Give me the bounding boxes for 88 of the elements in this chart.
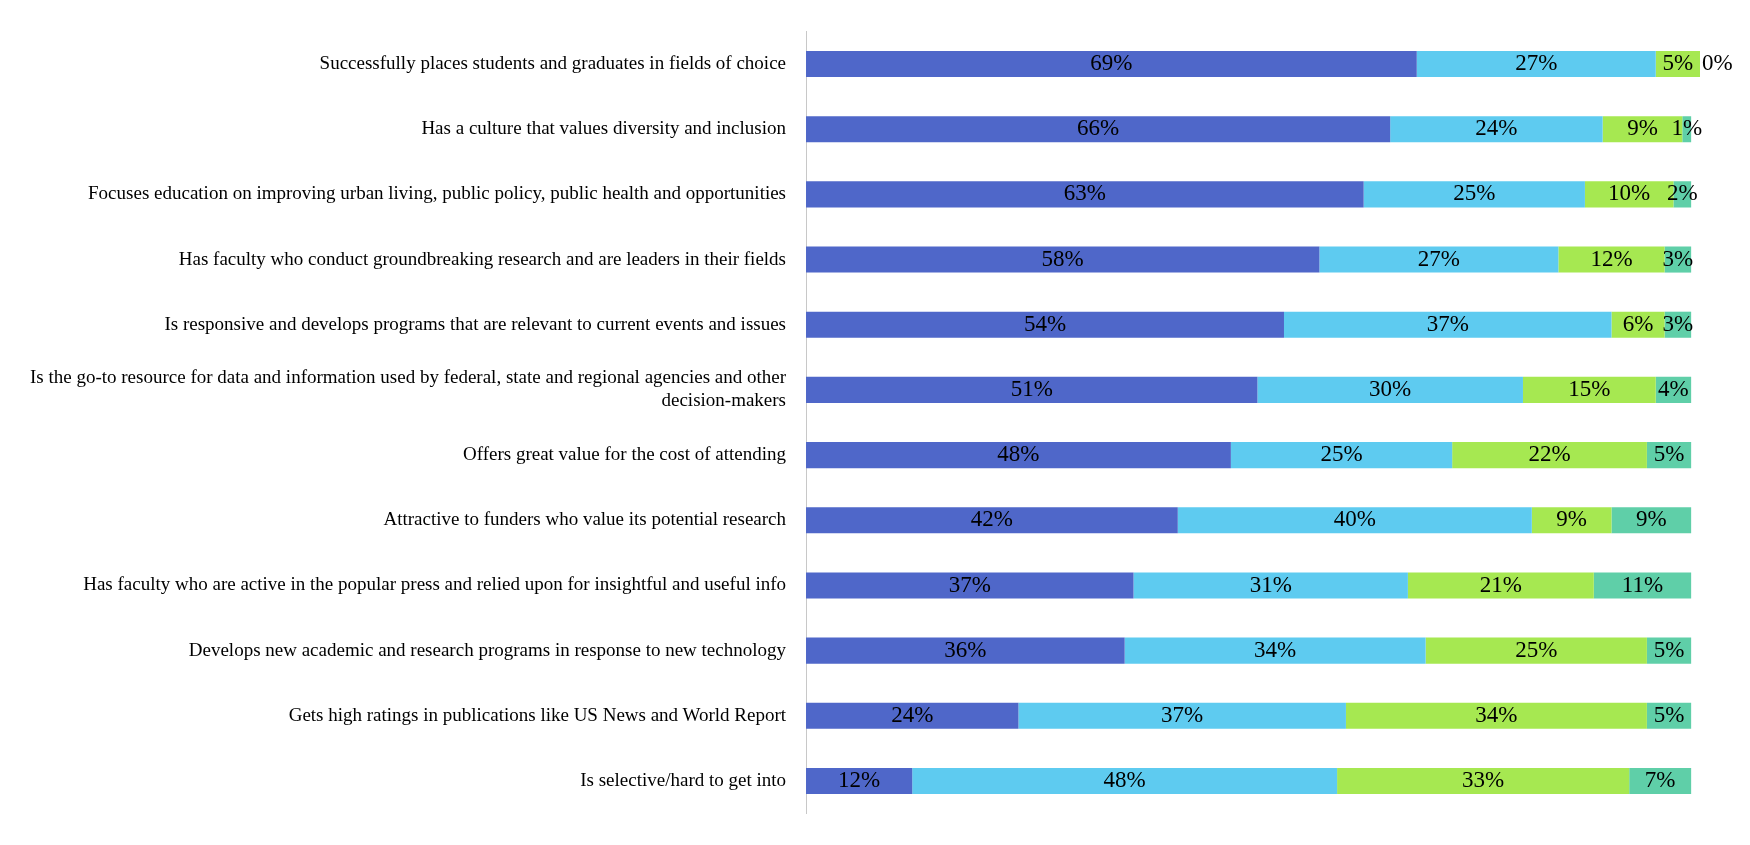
y-tick-label: Attractive to funders who value its potential research bbox=[383, 508, 787, 530]
data-label: 37% bbox=[948, 571, 991, 597]
data-label: 48% bbox=[997, 441, 1040, 467]
data-label: 54% bbox=[1023, 310, 1067, 336]
data-label: 9% bbox=[1635, 506, 1667, 532]
data-label: 27% bbox=[1515, 50, 1558, 76]
bar bbox=[1133, 572, 1408, 599]
bar bbox=[1522, 376, 1656, 403]
data-label: 9% bbox=[1627, 115, 1658, 141]
data-label: 15% bbox=[1568, 375, 1611, 401]
data-label: 42% bbox=[970, 506, 1013, 532]
data-label: 7% bbox=[1644, 767, 1676, 793]
y-tick-label: Is selective/hard to get into bbox=[580, 768, 787, 790]
data-label: 4% bbox=[1658, 375, 1689, 401]
data-label: 21% bbox=[1479, 571, 1522, 597]
y-tick-label: Develops new academic and research programs in response to new technology bbox=[188, 638, 787, 660]
data-label: 25% bbox=[1320, 441, 1363, 467]
data-label: 0% bbox=[1702, 50, 1733, 76]
data-label: 5% bbox=[1653, 636, 1685, 662]
data-label: 12% bbox=[838, 767, 881, 793]
bar bbox=[1018, 702, 1346, 729]
bar bbox=[1390, 116, 1603, 143]
data-label: 25% bbox=[1453, 180, 1496, 206]
data-label: 48% bbox=[1103, 767, 1146, 793]
data-label: 63% bbox=[1063, 180, 1106, 206]
data-label: 34% bbox=[1254, 636, 1297, 662]
bar bbox=[912, 767, 1338, 795]
data-label: 31% bbox=[1249, 571, 1292, 597]
data-label: 10% bbox=[1608, 180, 1651, 206]
bar bbox=[806, 246, 1320, 273]
bar bbox=[806, 702, 1019, 729]
y-tick-label: Gets high ratings in publications like US News and World Report bbox=[288, 703, 787, 725]
bar bbox=[1363, 181, 1585, 208]
data-label: 24% bbox=[891, 701, 934, 727]
y-tick-label: Successfully places students and graduates in fields of choice bbox=[319, 51, 787, 73]
data-label: 5% bbox=[1653, 701, 1685, 727]
data-label: 12% bbox=[1590, 245, 1633, 271]
data-label: 66% bbox=[1077, 115, 1120, 141]
bar bbox=[1345, 702, 1647, 729]
bar bbox=[1319, 246, 1559, 273]
y-tick-label: Is the go-to resource for data and information used by federal, state and regional agencies and other decision-makers bbox=[30, 366, 787, 411]
bar bbox=[1407, 572, 1594, 599]
bar bbox=[806, 181, 1364, 208]
data-label: 58% bbox=[1041, 245, 1084, 271]
y-tick-label: Has a culture that values diversity and inclusion bbox=[421, 117, 787, 139]
data-label: 30% bbox=[1369, 375, 1412, 401]
data-label: 1% bbox=[1671, 115, 1703, 141]
bar bbox=[1283, 311, 1612, 338]
bar bbox=[1452, 442, 1647, 469]
y-tick-label: Has faculty who conduct groundbreaking research and are leaders in their fields bbox=[178, 247, 787, 269]
bar bbox=[1558, 246, 1665, 273]
bar bbox=[806, 637, 1125, 664]
data-label: 51% bbox=[1010, 375, 1053, 401]
data-label: 69% bbox=[1090, 50, 1133, 76]
data-label: 27% bbox=[1417, 245, 1460, 271]
data-label: 22% bbox=[1528, 441, 1571, 467]
data-label: 36% bbox=[944, 636, 987, 662]
data-label: 34% bbox=[1475, 701, 1518, 727]
bar bbox=[1425, 637, 1647, 664]
bar bbox=[806, 442, 1231, 469]
bar bbox=[1230, 442, 1453, 469]
bar bbox=[806, 116, 1391, 143]
data-label: 5% bbox=[1662, 50, 1694, 76]
y-tick-label: Focuses education on improving urban living, public policy, public health and opportunities bbox=[88, 182, 787, 204]
data-label: 9% bbox=[1556, 506, 1587, 532]
data-label: 40% bbox=[1333, 506, 1376, 532]
bar bbox=[1124, 637, 1426, 664]
bar bbox=[806, 507, 1178, 534]
data-label: 5% bbox=[1653, 441, 1685, 467]
bar bbox=[806, 376, 1258, 403]
data-label: 33% bbox=[1462, 767, 1505, 793]
bar bbox=[1257, 376, 1523, 403]
bar bbox=[806, 311, 1284, 338]
y-tick-label: Is responsive and develops programs that are relevant to current events and issues bbox=[164, 312, 787, 334]
y-tick-label: Offers great value for the cost of attending bbox=[462, 443, 787, 465]
bar bbox=[1593, 572, 1692, 599]
y-tick-label: Has faculty who are active in the popular press and relied upon for insightful and useful info bbox=[83, 573, 787, 595]
bar bbox=[1337, 767, 1630, 795]
bar bbox=[1416, 50, 1656, 78]
bar bbox=[1177, 507, 1532, 534]
data-label: 37% bbox=[1161, 701, 1204, 727]
data-label: 37% bbox=[1426, 310, 1469, 336]
data-label: 24% bbox=[1475, 115, 1518, 141]
data-label: 25% bbox=[1515, 636, 1558, 662]
data-label: 6% bbox=[1622, 310, 1654, 336]
data-label: 11% bbox=[1621, 571, 1664, 597]
bar bbox=[806, 572, 1134, 599]
bar bbox=[806, 50, 1417, 78]
